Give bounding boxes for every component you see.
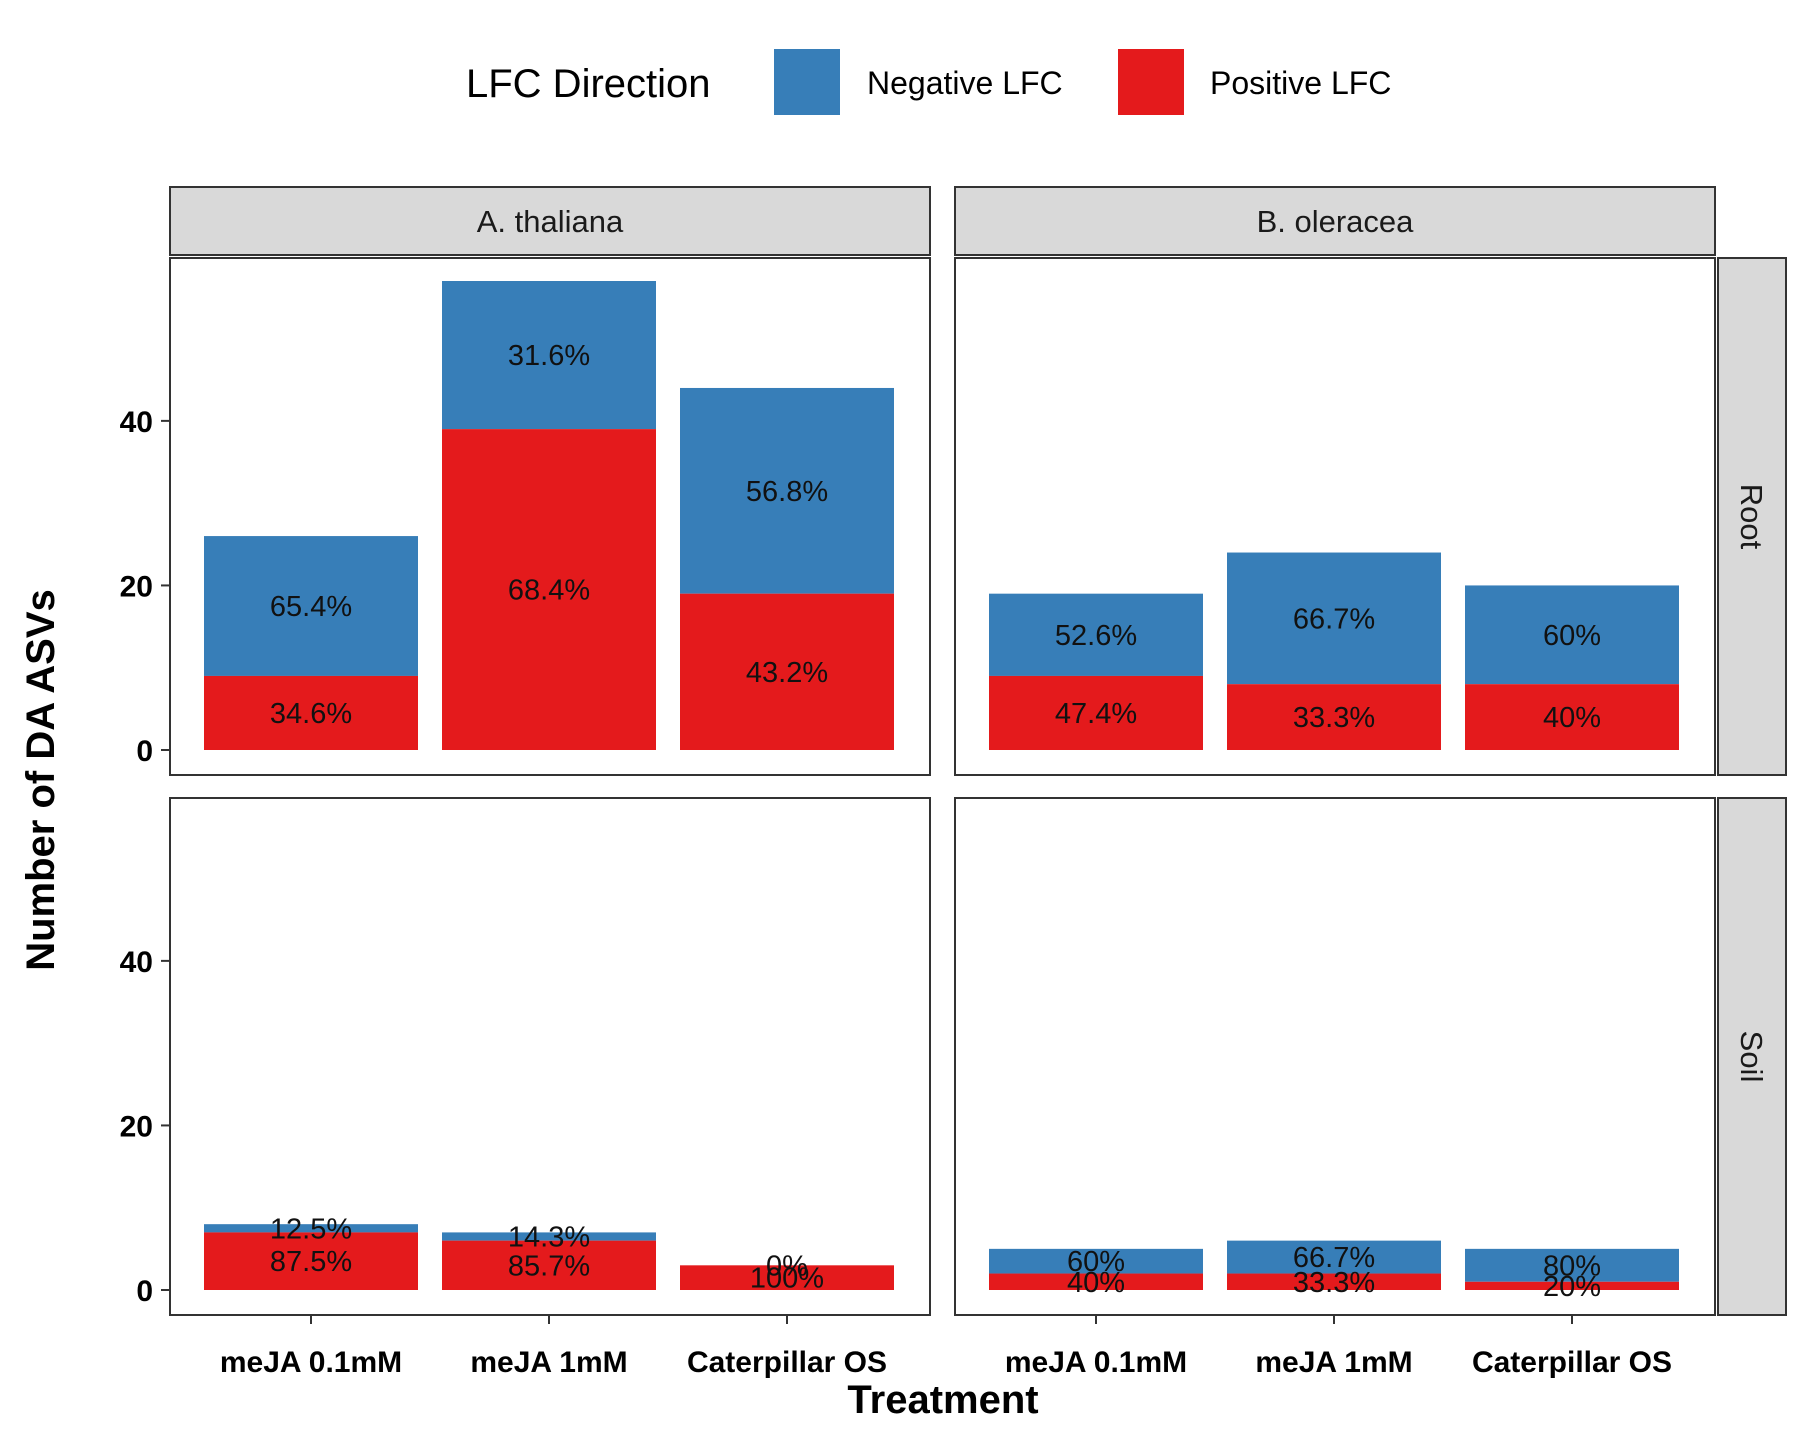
- legend-label-positive-lfc: Positive LFC: [1210, 65, 1391, 101]
- bar-label-positive-a-thaliana-root-meja-1mm: 68.4%: [508, 575, 590, 607]
- y-tick-label-root-0: 0: [136, 735, 153, 768]
- bar-label-negative-b-oleracea-root-meja-0-1mm: 52.6%: [1055, 620, 1137, 652]
- x-tick-label-a-thaliana-meja-0-1mm: meJA 0.1mM: [220, 1346, 402, 1379]
- x-axis-title: Treatment: [847, 1378, 1038, 1422]
- bar-label-negative-a-thaliana-root-meja-0-1mm: 65.4%: [270, 591, 352, 623]
- y-tick-label-soil-40: 40: [120, 946, 153, 979]
- x-tick-label-a-thaliana-caterpillar-os: Caterpillar OS: [687, 1346, 887, 1379]
- bar-positive-b-oleracea-soil-meja-0-1mm: [989, 1273, 1203, 1290]
- facet-strip-a-thaliana: [169, 186, 931, 256]
- bar-label-negative-a-thaliana-root-meja-1mm: 31.6%: [508, 340, 590, 372]
- bar-positive-b-oleracea-root-caterpillar-os: [1465, 684, 1679, 750]
- facet-strip-b-oleracea: [954, 186, 1716, 256]
- bar-positive-a-thaliana-root-caterpillar-os: [680, 593, 894, 750]
- bar-positive-a-thaliana-root-meja-0-1mm: [204, 675, 418, 750]
- bar-positive-b-oleracea-soil-caterpillar-os: [1465, 1281, 1679, 1290]
- bar-negative-b-oleracea-root-meja-0-1mm: [989, 593, 1203, 676]
- bar-negative-a-thaliana-root-caterpillar-os: [680, 387, 894, 594]
- legend-title: LFC Direction: [466, 62, 711, 106]
- legend-label-negative-lfc: Negative LFC: [867, 65, 1063, 101]
- facet-strip-label-a-thaliana: A. thaliana: [477, 204, 624, 239]
- bar-label-positive-b-oleracea-soil-meja-1mm: 33.3%: [1293, 1267, 1375, 1299]
- bar-negative-a-thaliana-root-meja-1mm: [442, 281, 656, 430]
- bar-negative-b-oleracea-soil-meja-1mm: [1227, 1240, 1441, 1274]
- y-tick-label-soil-0: 0: [136, 1275, 153, 1308]
- bar-label-positive-b-oleracea-soil-meja-0-1mm: 40%: [1067, 1267, 1125, 1299]
- facet-row-strip-label-soil: Soil: [1734, 1031, 1769, 1083]
- bar-negative-b-oleracea-root-caterpillar-os: [1465, 585, 1679, 685]
- facet-row-strip-label-root: Root: [1734, 484, 1769, 550]
- facet-strip-label-b-oleracea: B. oleracea: [1257, 204, 1415, 239]
- y-axis-title: Number of DA ASVs: [19, 589, 63, 971]
- x-tick-label-b-oleracea-meja-1mm: meJA 1mM: [1255, 1346, 1412, 1379]
- bar-label-positive-a-thaliana-soil-meja-0-1mm: 87.5%: [270, 1246, 352, 1278]
- bar-label-positive-a-thaliana-root-caterpillar-os: 43.2%: [746, 657, 828, 689]
- bar-positive-a-thaliana-soil-meja-0-1mm: [204, 1232, 418, 1290]
- bar-label-positive-a-thaliana-soil-meja-1mm: 85.7%: [508, 1250, 590, 1282]
- bar-label-negative-b-oleracea-soil-meja-1mm: 66.7%: [1293, 1242, 1375, 1274]
- panel-border-b-oleracea-root: [954, 257, 1716, 776]
- bar-label-positive-b-oleracea-root-meja-1mm: 33.3%: [1293, 702, 1375, 734]
- y-tick-label-root-20: 20: [120, 570, 153, 603]
- legend-swatch-positive-lfc: [1118, 49, 1184, 115]
- bar-negative-b-oleracea-soil-caterpillar-os: [1465, 1248, 1679, 1282]
- bar-negative-a-thaliana-root-meja-0-1mm: [204, 536, 418, 676]
- bar-negative-a-thaliana-soil-meja-1mm: [442, 1232, 656, 1241]
- bar-label-positive-b-oleracea-soil-caterpillar-os: 20%: [1543, 1271, 1601, 1303]
- bar-label-negative-b-oleracea-soil-meja-0-1mm: 60%: [1067, 1246, 1125, 1278]
- legend-swatch-negative-lfc: [774, 49, 840, 115]
- bar-positive-a-thaliana-root-meja-1mm: [442, 429, 656, 750]
- bar-label-negative-b-oleracea-root-caterpillar-os: 60%: [1543, 620, 1601, 652]
- bar-label-positive-b-oleracea-root-meja-0-1mm: 47.4%: [1055, 698, 1137, 730]
- bar-label-negative-a-thaliana-soil-caterpillar-os: 0%: [766, 1250, 808, 1282]
- bar-label-positive-a-thaliana-soil-caterpillar-os: 100%: [750, 1263, 824, 1295]
- bar-label-negative-a-thaliana-soil-meja-1mm: 14.3%: [508, 1222, 590, 1254]
- facet-row-strip-root: [1717, 257, 1787, 776]
- panel-border-a-thaliana-root: [169, 257, 931, 776]
- bar-label-negative-b-oleracea-root-meja-1mm: 66.7%: [1293, 603, 1375, 635]
- bar-negative-b-oleracea-root-meja-1mm: [1227, 552, 1441, 685]
- bar-label-negative-a-thaliana-root-caterpillar-os: 56.8%: [746, 476, 828, 508]
- bar-positive-b-oleracea-root-meja-0-1mm: [989, 675, 1203, 750]
- bar-label-negative-b-oleracea-soil-caterpillar-os: 80%: [1543, 1250, 1601, 1282]
- bar-positive-a-thaliana-soil-meja-1mm: [442, 1240, 656, 1290]
- bar-label-negative-a-thaliana-soil-meja-0-1mm: 12.5%: [270, 1213, 352, 1245]
- bar-negative-a-thaliana-soil-meja-0-1mm: [204, 1224, 418, 1233]
- facet-row-strip-soil: [1717, 797, 1787, 1316]
- bar-label-positive-b-oleracea-root-caterpillar-os: 40%: [1543, 702, 1601, 734]
- bar-label-positive-a-thaliana-root-meja-0-1mm: 34.6%: [270, 698, 352, 730]
- bar-positive-b-oleracea-root-meja-1mm: [1227, 684, 1441, 750]
- x-tick-label-a-thaliana-meja-1mm: meJA 1mM: [470, 1346, 627, 1379]
- bar-positive-b-oleracea-soil-meja-1mm: [1227, 1273, 1441, 1290]
- bar-negative-b-oleracea-soil-meja-0-1mm: [989, 1248, 1203, 1274]
- y-tick-label-soil-20: 20: [120, 1110, 153, 1143]
- y-tick-label-root-40: 40: [120, 406, 153, 439]
- x-tick-label-b-oleracea-meja-0-1mm: meJA 0.1mM: [1005, 1346, 1187, 1379]
- x-tick-label-b-oleracea-caterpillar-os: Caterpillar OS: [1472, 1346, 1672, 1379]
- bar-positive-a-thaliana-soil-caterpillar-os: [680, 1265, 894, 1290]
- panel-background-b-oleracea-soil: [955, 798, 1715, 1315]
